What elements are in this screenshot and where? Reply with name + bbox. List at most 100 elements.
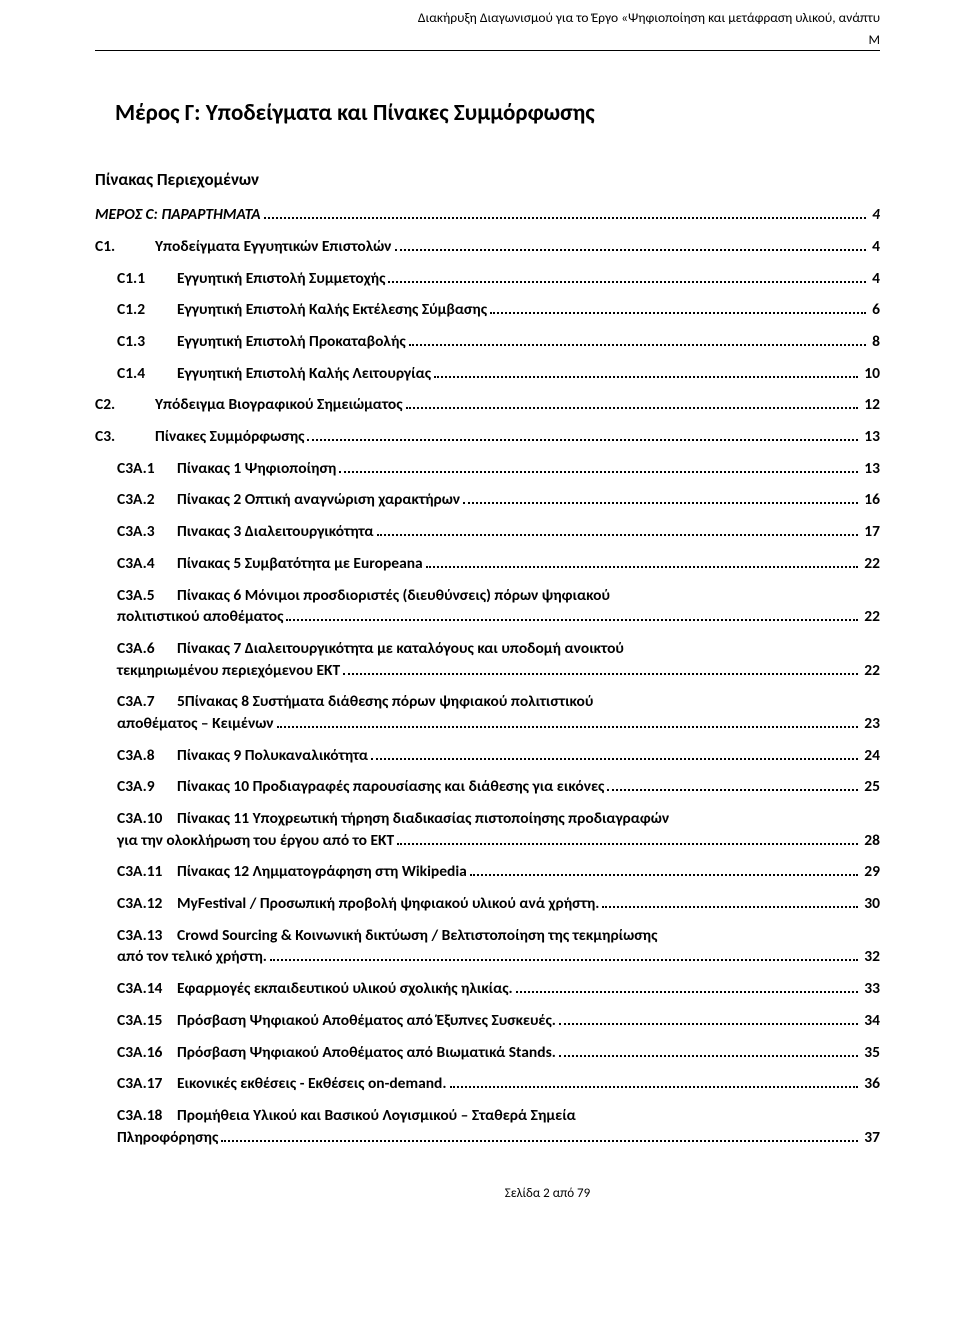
toc-page: 25: [861, 776, 880, 798]
toc-page: 35: [861, 1042, 880, 1064]
toc-entry: C3A.4Πίνακας 5 Συμβατότητα με Europeana2…: [95, 553, 880, 575]
toc-label: Εικονικές εκθέσεις - Εκθέσεις on-demand.: [177, 1073, 447, 1095]
toc-label: Πίνακας 1 Ψηφιοποίηση: [177, 458, 336, 480]
toc-dots: [397, 843, 858, 845]
toc-label: Εγγυητική Επιστολή Συμμετοχής: [177, 268, 385, 290]
toc-dots: [434, 376, 858, 378]
toc-code: C1.3: [117, 331, 177, 353]
toc-entry: C3A.1Πίνακας 1 Ψηφιοποίηση13: [95, 458, 880, 480]
toc-code: C3A.10: [117, 808, 177, 830]
toc-page: 28: [861, 830, 880, 852]
toc-code: C3A.13: [117, 925, 177, 947]
toc-entry-line1: C3A.5Πίνακας 6 Μόνιμοι προσδιοριστές (δι…: [117, 585, 880, 607]
toc-entry: C3A.16Πρόσβαση Ψηφιακού Αποθέματος από Β…: [95, 1042, 880, 1064]
toc-label: πολιτιστικού αποθέματος: [117, 606, 283, 628]
toc-page: 32: [861, 946, 880, 968]
toc-page: 22: [861, 606, 880, 628]
toc-dots: [602, 906, 858, 908]
toc-page: 24: [861, 745, 880, 767]
toc-entry: C1.1Εγγυητική Επιστολή Συμμετοχής4: [95, 268, 880, 290]
toc-label: Εγγυητική Επιστολή Καλής Λειτουργίας: [177, 363, 431, 385]
toc-entry-line1: C3A.75Πίνακας 8 Συστήματα διάθεσης πόρων…: [117, 691, 880, 713]
toc-label: Πίνακας 7 Διαλειτουργικότητα με καταλόγο…: [177, 639, 624, 658]
toc-label: Πίνακας 2 Οπτική αναγνώριση χαρακτήρων: [177, 489, 460, 511]
toc-code: C3A.15: [117, 1010, 177, 1032]
toc-entry: C3A.15Πρόσβαση Ψηφιακού Αποθέματος από Έ…: [95, 1010, 880, 1032]
toc-entry-multiline: C3A.75Πίνακας 8 Συστήματα διάθεσης πόρων…: [95, 691, 880, 734]
toc-page: 12: [861, 394, 880, 416]
toc-code: C3A.16: [117, 1042, 177, 1064]
toc-entry: C1.Υποδείγματα Εγγυητικών Επιστολών4: [95, 236, 880, 258]
toc-dots: [559, 1023, 858, 1025]
toc-code: C1.1: [117, 268, 177, 290]
toc-dots: [264, 217, 867, 219]
page-footer: Σελίδα 2 από 79: [95, 1186, 880, 1201]
toc-label: Προμήθεια Υλικού και Βασικού Λογισμικού …: [177, 1106, 576, 1125]
toc-code: C3A.6: [117, 638, 177, 660]
toc-page: 13: [861, 458, 880, 480]
toc-dots: [339, 471, 858, 473]
toc-code: C1.2: [117, 299, 177, 321]
toc-dots: [395, 249, 867, 251]
toc-page: 13: [861, 426, 880, 448]
document-page: Διακήρυξη Διαγωνισμού για το Έργο «Ψηφιο…: [0, 0, 960, 1334]
toc-dots: [277, 726, 859, 728]
toc-entry-multiline: C3A.10Πίνακας 11 Υποχρεωτική τήρηση διαδ…: [95, 808, 880, 851]
toc-page: 22: [861, 553, 880, 575]
toc-dots: [388, 281, 866, 283]
toc-page: 8: [869, 331, 880, 353]
toc-page: 36: [861, 1073, 880, 1095]
toc-dots: [463, 502, 858, 504]
toc-entry-multiline: C3A.5Πίνακας 6 Μόνιμοι προσδιοριστές (δι…: [95, 585, 880, 628]
toc-code: C2.: [95, 394, 155, 416]
toc-entry: C3A.11Πίνακας 12 Λημματογράφηση στη Wiki…: [95, 861, 880, 883]
toc-label: Πίνακες Συμμόρφωσης: [155, 426, 304, 448]
header-divider: [95, 50, 880, 51]
toc-label: Εγγυητική Επιστολή Προκαταβολής: [177, 331, 406, 353]
toc-code: C3A.18: [117, 1105, 177, 1127]
toc-label: αποθέματος – Κειμένων: [117, 713, 274, 735]
toc-entry: C3.Πίνακες Συμμόρφωσης13: [95, 426, 880, 448]
toc-entry: C3A.2Πίνακας 2 Οπτική αναγνώριση χαρακτή…: [95, 489, 880, 511]
toc-dots: [406, 407, 859, 409]
toc-label: Πρόσβαση Ψηφιακού Αποθέματος από Βιωματι…: [177, 1042, 556, 1064]
toc-dots: [409, 344, 866, 346]
toc-entry-line2: αποθέματος – Κειμένων23: [117, 713, 880, 735]
toc-dots: [559, 1055, 858, 1057]
toc-code: C3A.14: [117, 978, 177, 1000]
toc-entry: C1.4Εγγυητική Επιστολή Καλής Λειτουργίας…: [95, 363, 880, 385]
toc-label: για την ολοκλήρωση του έργου από το ΕΚΤ: [117, 830, 394, 852]
toc-label: από τον τελικό χρήστη.: [117, 946, 267, 968]
toc-entry-line1: C3A.6Πίνακας 7 Διαλειτουργικότητα με κατ…: [117, 638, 880, 660]
toc-entry-multiline: C3A.6Πίνακας 7 Διαλειτουργικότητα με κατ…: [95, 638, 880, 681]
toc-label: Πινακας 3 Διαλειτουργικότητα: [177, 521, 374, 543]
toc-page: 33: [861, 978, 880, 1000]
toc-page: 10: [861, 363, 880, 385]
toc-label: Πίνακας 11 Υποχρεωτική τήρηση διαδικασία…: [177, 809, 669, 828]
toc-entry: C3A.14Εφαρμογές εκπαιδευτικού υλικού σχο…: [95, 978, 880, 1000]
toc-entry-line2: τεκμηριωμένου περιεχόμενου ΕΚΤ22: [117, 660, 880, 682]
toc-label: Πίνακας 5 Συμβατότητα με Europeana: [177, 553, 423, 575]
toc-entry: C1.3Εγγυητική Επιστολή Προκαταβολής 8: [95, 331, 880, 353]
toc-dots: [426, 566, 859, 568]
toc-label: ΜΕΡΟΣ C: ΠΑΡΑΡΤΗΜΑΤΑ: [95, 204, 261, 226]
toc-code: C3A.11: [117, 861, 177, 883]
toc-entry: C3A.3Πινακας 3 Διαλειτουργικότητα17: [95, 521, 880, 543]
toc-page: 16: [861, 489, 880, 511]
toc-label: Crowd Sourcing & Κοινωνική δικτύωση / Βε…: [177, 926, 657, 945]
toc-code: C3A.7: [117, 691, 177, 713]
toc-dots: [377, 534, 859, 536]
toc-label: Πίνακας 10 Προδιαγραφές παρουσίασης και …: [177, 776, 604, 798]
toc-dots: [343, 673, 858, 675]
toc-code: C3A.3: [117, 521, 177, 543]
toc-page: 4: [869, 204, 880, 226]
toc-entry-multiline: C3A.13Crowd Sourcing & Κοινωνική δικτύωσ…: [95, 925, 880, 968]
toc-entry-line2: από τον τελικό χρήστη. 32: [117, 946, 880, 968]
toc-page: 37: [861, 1127, 880, 1149]
toc-label: τεκμηριωμένου περιεχόμενου ΕΚΤ: [117, 660, 340, 682]
toc-page: 34: [861, 1010, 880, 1032]
toc-label: 5Πίνακας 8 Συστήματα διάθεσης πόρων ψηφι…: [177, 692, 593, 711]
toc-label: Υποδείγματα Εγγυητικών Επιστολών: [155, 236, 392, 258]
toc-entry-line2: για την ολοκλήρωση του έργου από το ΕΚΤ 2…: [117, 830, 880, 852]
toc-label: Πίνακας 6 Μόνιμοι προσδιοριστές (διευθύν…: [177, 586, 610, 605]
